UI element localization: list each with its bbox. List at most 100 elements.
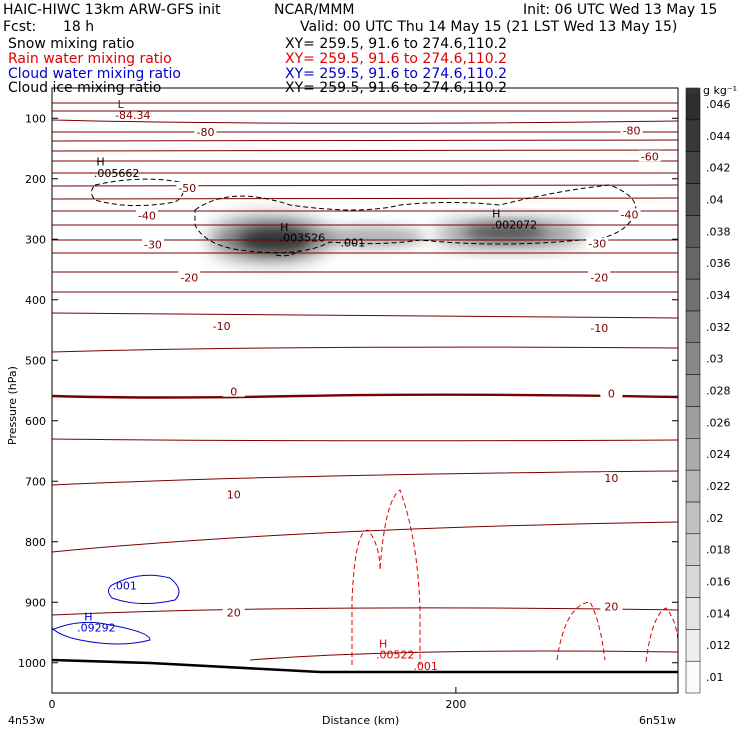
cloud-water-contour	[51, 574, 180, 645]
colorbar-top	[686, 88, 700, 94]
colorbar-swatch	[685, 597, 701, 630]
isotherm-label: 20	[604, 600, 618, 613]
annotation-label: .001	[341, 237, 366, 250]
snow-contour	[91, 178, 637, 257]
isotherm-label: -40	[138, 210, 156, 223]
isotherm-label: 10	[604, 472, 618, 485]
field-cloudwater-xy: XY= 259.5, 91.6 to 274.6,110.2	[285, 66, 508, 82]
y-tick-label: 200	[25, 173, 46, 186]
isotherm-label: -30	[588, 237, 606, 250]
annotation-label: .005662	[94, 167, 140, 180]
isotherm-label-bg	[588, 271, 611, 283]
annotation-label: .09292	[77, 621, 116, 634]
isotherm-label: -60	[641, 150, 659, 163]
isotherm-label: -10	[590, 322, 608, 335]
colorbar-swatch	[685, 310, 701, 343]
isotherm-label-bg	[618, 208, 641, 220]
colorbar-swatch	[685, 501, 701, 535]
colorbar-label: .03	[706, 353, 724, 366]
terrain-line	[51, 658, 678, 674]
right-location: 6n51w	[639, 714, 676, 727]
annotation-label: H	[280, 221, 288, 234]
y-tick-label: 800	[25, 536, 46, 549]
colorbar-label: .034	[706, 289, 731, 302]
isotherm-label: -20	[590, 271, 608, 284]
y-tick-label: 100	[25, 112, 46, 125]
colorbar-swatch	[685, 119, 701, 152]
isotherm-label: -50	[178, 182, 196, 195]
isotherm-label-bg	[222, 488, 245, 500]
isotherm-label-bg	[600, 472, 623, 484]
colorbar-swatch	[685, 151, 701, 184]
y-tick-label: 1000	[18, 657, 46, 670]
isotherm-label: -80	[623, 124, 641, 137]
annotations: L-84.34H.005662H.003526.001H.002072.001H…	[77, 98, 537, 673]
isotherm-label-bg	[222, 606, 245, 618]
colorbar-swatch	[685, 342, 701, 375]
field-snow-name: Snow mixing ratio	[8, 36, 135, 52]
isotherm-label: 0	[230, 386, 237, 399]
isotherm-label-bg	[586, 237, 609, 249]
annotation-label: H	[84, 610, 92, 623]
y-tick-label: 400	[25, 294, 46, 307]
annotation-label: .00522	[376, 649, 415, 662]
isotherm-label: -80	[196, 126, 214, 139]
y-axis-label: Pressure (hPa)	[6, 366, 19, 445]
colorbar-label: .016	[706, 576, 731, 589]
colorbar-label: .042	[706, 162, 731, 175]
isotherm-label-bg	[210, 319, 233, 331]
isotherm-labels: -80 -80-60-50-40 -40-30 -30-20 -20-10 -100 010…	[135, 124, 661, 620]
fcst-value: 18 h	[63, 19, 95, 35]
isotherm-label: -40	[621, 208, 639, 221]
plot-frame	[51, 87, 679, 694]
colorbar-label: .018	[706, 544, 731, 557]
annotation-label: -84.34	[115, 109, 150, 122]
colorbar-label: .044	[706, 130, 731, 143]
annotation-label: H	[379, 638, 387, 651]
y-tick-label: 300	[25, 233, 46, 246]
isotherm-label: 20	[227, 607, 241, 620]
isotherm-label: 10	[227, 489, 241, 502]
isotherm-label-bg	[176, 181, 199, 193]
y-tick-label: 600	[25, 415, 46, 428]
colorbar-swatch	[685, 469, 701, 503]
colorbar-swatch	[685, 278, 701, 312]
colorbar-swatch	[685, 374, 701, 407]
field-cloudwater-name: Cloud water mixing ratio	[8, 66, 181, 82]
mixing-ratio-shading	[210, 218, 585, 260]
rain-water-contour	[351, 489, 679, 665]
colorbar-label: .02	[706, 512, 724, 525]
isotherm-label: -10	[213, 320, 231, 333]
colorbar-label: .038	[706, 225, 731, 238]
annotation-label: H	[492, 207, 500, 220]
colorbar-swatch	[685, 215, 701, 248]
colorbar-label: .032	[706, 321, 731, 334]
isotherm-label-bg	[638, 150, 661, 162]
center-label: NCAR/MMM	[274, 2, 355, 18]
colorbar-label: .024	[706, 448, 731, 461]
colorbar-label: .028	[706, 385, 731, 398]
x-axis: 0 200	[49, 687, 466, 711]
isotherm-label: 0	[608, 388, 615, 401]
colorbar-swatch	[685, 183, 701, 216]
y-tick-label: 700	[25, 475, 46, 488]
y-tick-label: 500	[25, 354, 46, 367]
colorbar-swatch	[685, 438, 701, 471]
isotherm-label-bg	[600, 387, 623, 399]
x-axis-label: Distance (km)	[322, 714, 399, 727]
isotherm-label-bg	[135, 209, 158, 221]
colorbar-label: .01	[706, 671, 724, 684]
left-location: 4n53w	[8, 714, 45, 727]
x-tick-label: 0	[49, 698, 56, 711]
isotherm-label-bg	[194, 126, 217, 138]
temperature-isotherms	[51, 102, 679, 661]
annotation-label: .002072	[492, 218, 538, 231]
isotherm-label-bg	[588, 322, 611, 334]
isotherm-label-bg	[600, 600, 623, 612]
annotation-label: H	[96, 155, 104, 168]
isotherm-label: -20	[180, 271, 198, 284]
colorbar-swatch	[685, 533, 701, 566]
isotherm-label-bg	[222, 385, 245, 397]
